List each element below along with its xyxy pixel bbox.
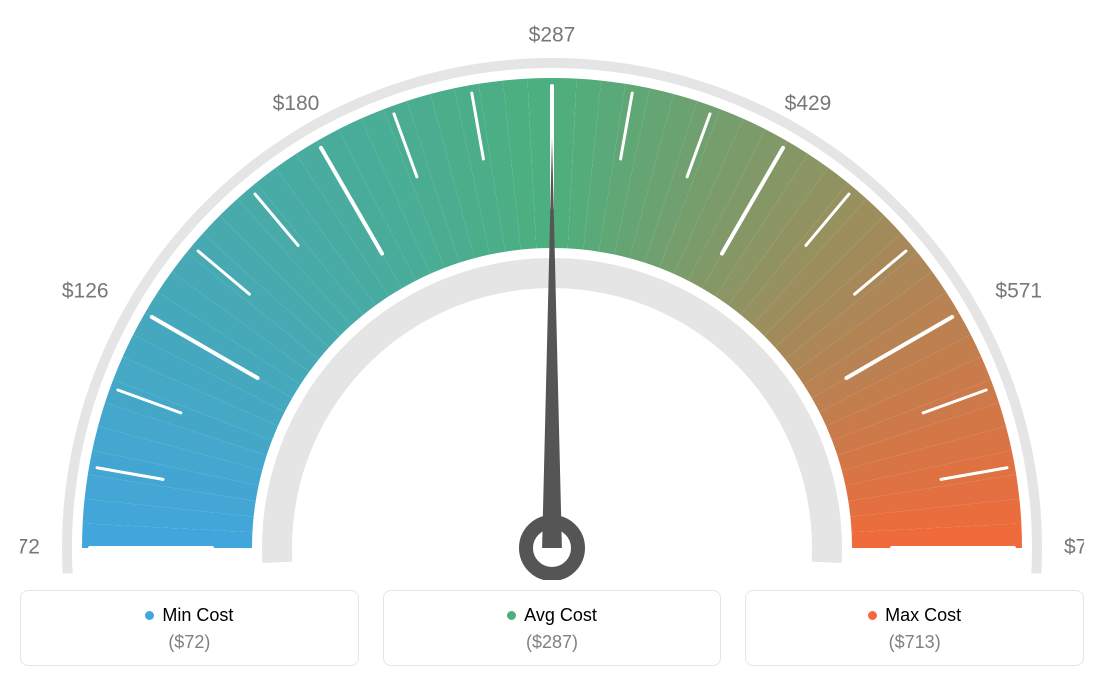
legend-card-min: Min Cost ($72) xyxy=(20,590,359,666)
svg-text:$180: $180 xyxy=(273,92,320,115)
legend-label-max: Max Cost xyxy=(868,605,961,626)
svg-text:$287: $287 xyxy=(529,24,576,47)
legend-label-avg: Avg Cost xyxy=(507,605,597,626)
svg-text:$72: $72 xyxy=(20,536,40,559)
dot-icon xyxy=(868,611,877,620)
dot-icon xyxy=(507,611,516,620)
legend-row: Min Cost ($72) Avg Cost ($287) Max Cost … xyxy=(20,590,1084,666)
svg-text:$429: $429 xyxy=(785,92,832,115)
svg-text:$571: $571 xyxy=(995,280,1042,303)
svg-text:$713: $713 xyxy=(1064,536,1084,559)
gauge-svg: $72 $126 $180 $287 $429 $571 $713 xyxy=(20,20,1084,580)
legend-label-text: Min Cost xyxy=(162,605,233,626)
legend-value-min: ($72) xyxy=(21,632,358,653)
svg-text:$126: $126 xyxy=(62,280,109,303)
legend-value-max: ($713) xyxy=(746,632,1083,653)
legend-label-text: Max Cost xyxy=(885,605,961,626)
legend-label-min: Min Cost xyxy=(145,605,233,626)
legend-value-avg: ($287) xyxy=(384,632,721,653)
dot-icon xyxy=(145,611,154,620)
legend-card-avg: Avg Cost ($287) xyxy=(383,590,722,666)
cost-gauge-chart: $72 $126 $180 $287 $429 $571 $713 xyxy=(20,20,1084,580)
legend-card-max: Max Cost ($713) xyxy=(745,590,1084,666)
legend-label-text: Avg Cost xyxy=(524,605,597,626)
